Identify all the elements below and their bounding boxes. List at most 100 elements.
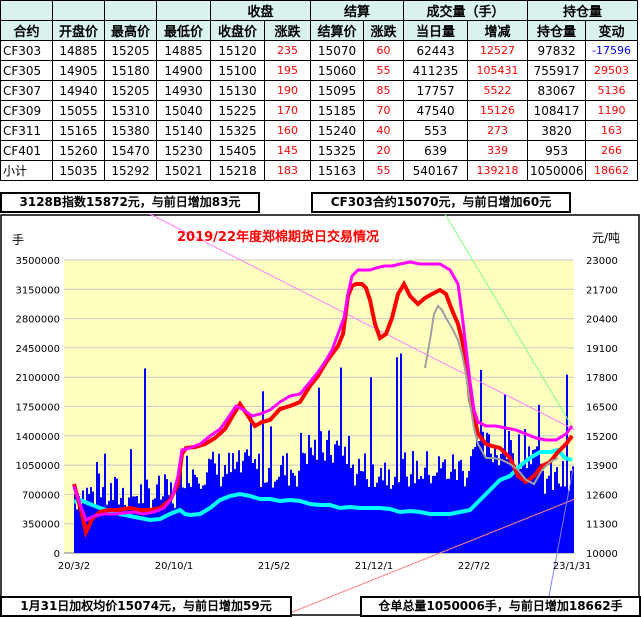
col-header-settle-chg: 涨跌 — [363, 20, 405, 41]
volume-bar — [132, 496, 134, 553]
right-tick-label: 13900 — [586, 461, 618, 472]
volume-bar — [182, 487, 184, 553]
cell-low: 15040 — [156, 100, 211, 121]
volume-bar — [104, 453, 106, 553]
cell-open: 14905 — [52, 60, 105, 81]
volume-bar — [552, 489, 554, 553]
volume-bar — [254, 458, 256, 553]
volume-bar — [296, 486, 298, 553]
volume-bar — [550, 460, 552, 553]
volume-bar — [278, 476, 280, 553]
volume-bar — [224, 464, 226, 553]
volume-bar — [242, 460, 244, 553]
volume-bar — [130, 449, 132, 553]
volume-bar — [458, 461, 460, 553]
cell-oi: 1050006 — [527, 160, 587, 181]
cell-high: 15180 — [104, 60, 157, 81]
cell-open: 15055 — [52, 100, 105, 121]
cell-high: 15470 — [104, 140, 157, 161]
volume-bar — [402, 458, 404, 553]
volume-bar — [172, 503, 174, 553]
cell-oi-chg: -17596 — [585, 40, 639, 61]
volume-bar — [374, 486, 376, 553]
volume-bar — [354, 485, 356, 553]
volume-bar — [442, 462, 444, 553]
volume-bar — [78, 496, 80, 553]
col-header-settle: 结算价 — [310, 20, 365, 41]
cell-contract: CF401 — [0, 140, 53, 161]
trend-line-pink — [149, 214, 576, 431]
volume-bar — [514, 465, 516, 553]
cell-volume: 62443 — [403, 40, 469, 61]
settle-line — [72, 260, 574, 523]
price-volume-chart: 3500000315000028000002450000210000017500… — [0, 214, 640, 617]
col-header-close: 收盘价 — [210, 20, 265, 41]
right-tick-label: 15200 — [586, 432, 618, 443]
volume-bar — [280, 465, 282, 553]
volume-bar — [366, 479, 368, 553]
trend-line-blue — [544, 468, 574, 617]
volume-bar — [362, 471, 364, 553]
volume-bar — [94, 506, 96, 553]
cell-close: 15130 — [210, 80, 265, 101]
volume-bar — [248, 455, 250, 553]
cell-settle: 15163 — [310, 160, 365, 181]
volume-bar — [406, 476, 408, 553]
volume-bar — [376, 482, 378, 553]
volume-bar — [308, 434, 310, 553]
cell-settle-chg: 70 — [363, 100, 405, 121]
cell-contract: CF305 — [0, 60, 53, 81]
cell-oi-chg: 163 — [585, 120, 639, 141]
header-spacer — [52, 0, 105, 21]
volume-bar — [306, 463, 308, 553]
volume-bar — [474, 447, 476, 553]
volume-bars — [74, 353, 574, 553]
volume-bar — [456, 480, 458, 553]
volume-bar — [566, 374, 568, 553]
volume-bar — [288, 485, 290, 553]
cell-volume-chg: 139218 — [467, 160, 529, 181]
right-tick-label: 20400 — [586, 315, 618, 326]
volume-bar — [562, 461, 564, 553]
cell-volume-chg: 339 — [467, 140, 529, 161]
volume-bar — [102, 487, 104, 553]
left-axis-ticks: 3500000315000028000002450000210000017500… — [15, 256, 60, 560]
cell-low: 15140 — [156, 120, 211, 141]
volume-bar — [294, 475, 296, 553]
cell-high: 15292 — [104, 160, 157, 181]
volume-bar — [118, 504, 120, 553]
volume-bar — [128, 497, 130, 553]
volume-bar — [232, 453, 234, 553]
contract-line — [424, 304, 559, 486]
left-tick-label: 350000 — [22, 520, 60, 531]
cell-oi-chg: 29503 — [585, 60, 639, 81]
volume-bar — [328, 430, 330, 553]
volume-bar — [464, 486, 466, 553]
volume-bar — [152, 499, 154, 553]
group-header-oi: 持仓量 — [527, 0, 639, 21]
cell-volume-chg: 105431 — [467, 60, 529, 81]
volume-bar — [320, 431, 322, 553]
cell-close-chg: 160 — [263, 120, 312, 141]
cell-oi-chg: 18662 — [585, 160, 639, 181]
volume-bar — [206, 472, 208, 553]
volume-bar — [266, 482, 268, 553]
volume-bar — [378, 476, 380, 553]
volume-bar — [144, 368, 146, 553]
volume-bar — [216, 474, 218, 553]
volume-bar — [466, 477, 468, 553]
cell-low: 15230 — [156, 140, 211, 161]
index-note: 3128B指数15872元，与前日增加83元 — [0, 192, 260, 213]
cell-close: 15225 — [210, 100, 265, 121]
volume-bar — [472, 449, 474, 553]
volume-bar — [400, 353, 402, 553]
volume-bar — [506, 459, 508, 553]
cell-oi-chg: 1190 — [585, 100, 639, 121]
volume-bar — [244, 452, 246, 553]
volume-bar — [150, 513, 152, 553]
cell-settle-chg: 40 — [363, 120, 405, 141]
volume-bar — [300, 432, 302, 553]
cell-contract: CF309 — [0, 100, 53, 121]
volume-bar — [538, 404, 540, 553]
volume-bar — [262, 391, 264, 553]
